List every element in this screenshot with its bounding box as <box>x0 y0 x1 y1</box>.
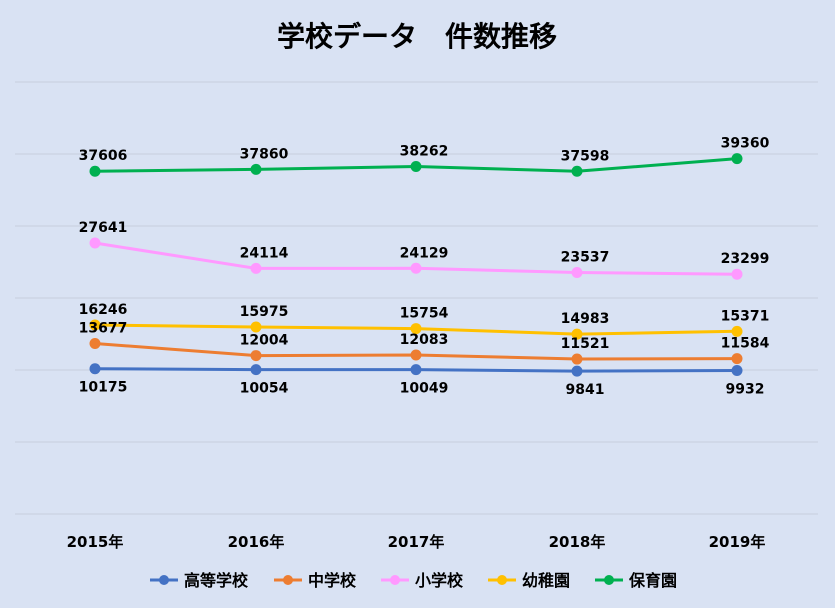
data-point <box>571 328 583 340</box>
data-label: 15975 <box>240 304 289 320</box>
series-保育園 <box>89 153 743 177</box>
series-幼稚園 <box>89 319 743 340</box>
legend-item: 中学校 <box>274 571 357 590</box>
data-label: 27641 <box>79 220 128 236</box>
data-label: 11584 <box>721 336 770 352</box>
data-label: 15754 <box>400 306 449 322</box>
legend-marker <box>497 575 507 585</box>
data-point <box>410 349 422 361</box>
data-point <box>89 237 101 249</box>
data-point <box>731 325 743 337</box>
data-label: 12083 <box>400 332 449 348</box>
data-label: 37606 <box>79 148 128 164</box>
legend-marker <box>604 575 614 585</box>
x-tick-label: 2018年 <box>549 533 606 551</box>
data-label: 23299 <box>721 251 770 267</box>
data-label: 10175 <box>79 380 128 396</box>
data-point <box>250 350 262 362</box>
data-point <box>571 267 583 279</box>
x-tick-label: 2017年 <box>388 533 445 551</box>
data-label: 37860 <box>240 146 289 162</box>
legend-marker <box>390 575 400 585</box>
x-tick-label: 2015年 <box>67 533 124 551</box>
series-中学校 <box>89 338 743 365</box>
legend-label: 中学校 <box>308 571 357 590</box>
data-point <box>410 161 422 173</box>
data-label: 12004 <box>240 333 289 349</box>
data-label: 9841 <box>566 382 605 398</box>
data-label: 11521 <box>561 336 610 352</box>
legend-marker <box>159 575 169 585</box>
data-label: 38262 <box>400 144 449 160</box>
data-point <box>731 268 743 280</box>
data-label: 14983 <box>561 311 610 327</box>
series-高等学校 <box>89 363 743 377</box>
data-label: 24129 <box>400 245 449 261</box>
legend-label: 幼稚園 <box>522 571 570 590</box>
data-label: 37598 <box>561 148 610 164</box>
data-label: 16246 <box>79 302 128 318</box>
data-point <box>731 153 743 165</box>
series-group <box>89 153 743 377</box>
data-label: 15371 <box>721 308 770 324</box>
data-labels: 10175 10054 10049 9841 9932 13677 12004 12083 11… <box>79 136 770 399</box>
legend-label: 小学校 <box>415 571 464 590</box>
data-point <box>89 319 101 331</box>
data-point <box>250 262 262 274</box>
data-label: 23537 <box>561 250 610 266</box>
data-label: 10049 <box>400 381 449 397</box>
data-point <box>571 165 583 177</box>
data-point <box>731 364 743 376</box>
chart-title: 学校データ 件数推移 <box>277 20 557 53</box>
data-label: 13677 <box>79 321 128 337</box>
data-point <box>250 364 262 376</box>
data-point <box>250 321 262 333</box>
data-label: 10054 <box>240 381 289 397</box>
data-point <box>250 163 262 175</box>
legend-item: 保育園 <box>595 571 677 590</box>
legend: 高等学校 中学校 小学校 幼稚園 保育園 <box>150 571 677 590</box>
legend-item: 高等学校 <box>150 571 249 590</box>
data-label: 24114 <box>240 245 289 261</box>
legend-label: 保育園 <box>628 571 677 590</box>
data-point <box>410 262 422 274</box>
data-point <box>89 165 101 177</box>
legend-item: 小学校 <box>381 571 464 590</box>
legend-label: 高等学校 <box>184 571 249 590</box>
data-point <box>410 364 422 376</box>
data-point <box>571 365 583 377</box>
data-label: 39360 <box>721 136 770 152</box>
data-point <box>571 353 583 365</box>
data-point <box>89 363 101 375</box>
x-tick-label: 2019年 <box>709 533 766 551</box>
legend-marker <box>283 575 293 585</box>
data-point <box>410 323 422 335</box>
data-label: 9932 <box>726 381 765 397</box>
legend-item: 幼稚園 <box>488 571 570 590</box>
data-point <box>731 353 743 365</box>
data-point <box>89 338 101 350</box>
x-tick-label: 2016年 <box>228 533 285 551</box>
series-小学校 <box>89 237 743 280</box>
x-axis-ticks: 2015年 2016年 2017年 2018年 2019年 <box>67 533 766 551</box>
